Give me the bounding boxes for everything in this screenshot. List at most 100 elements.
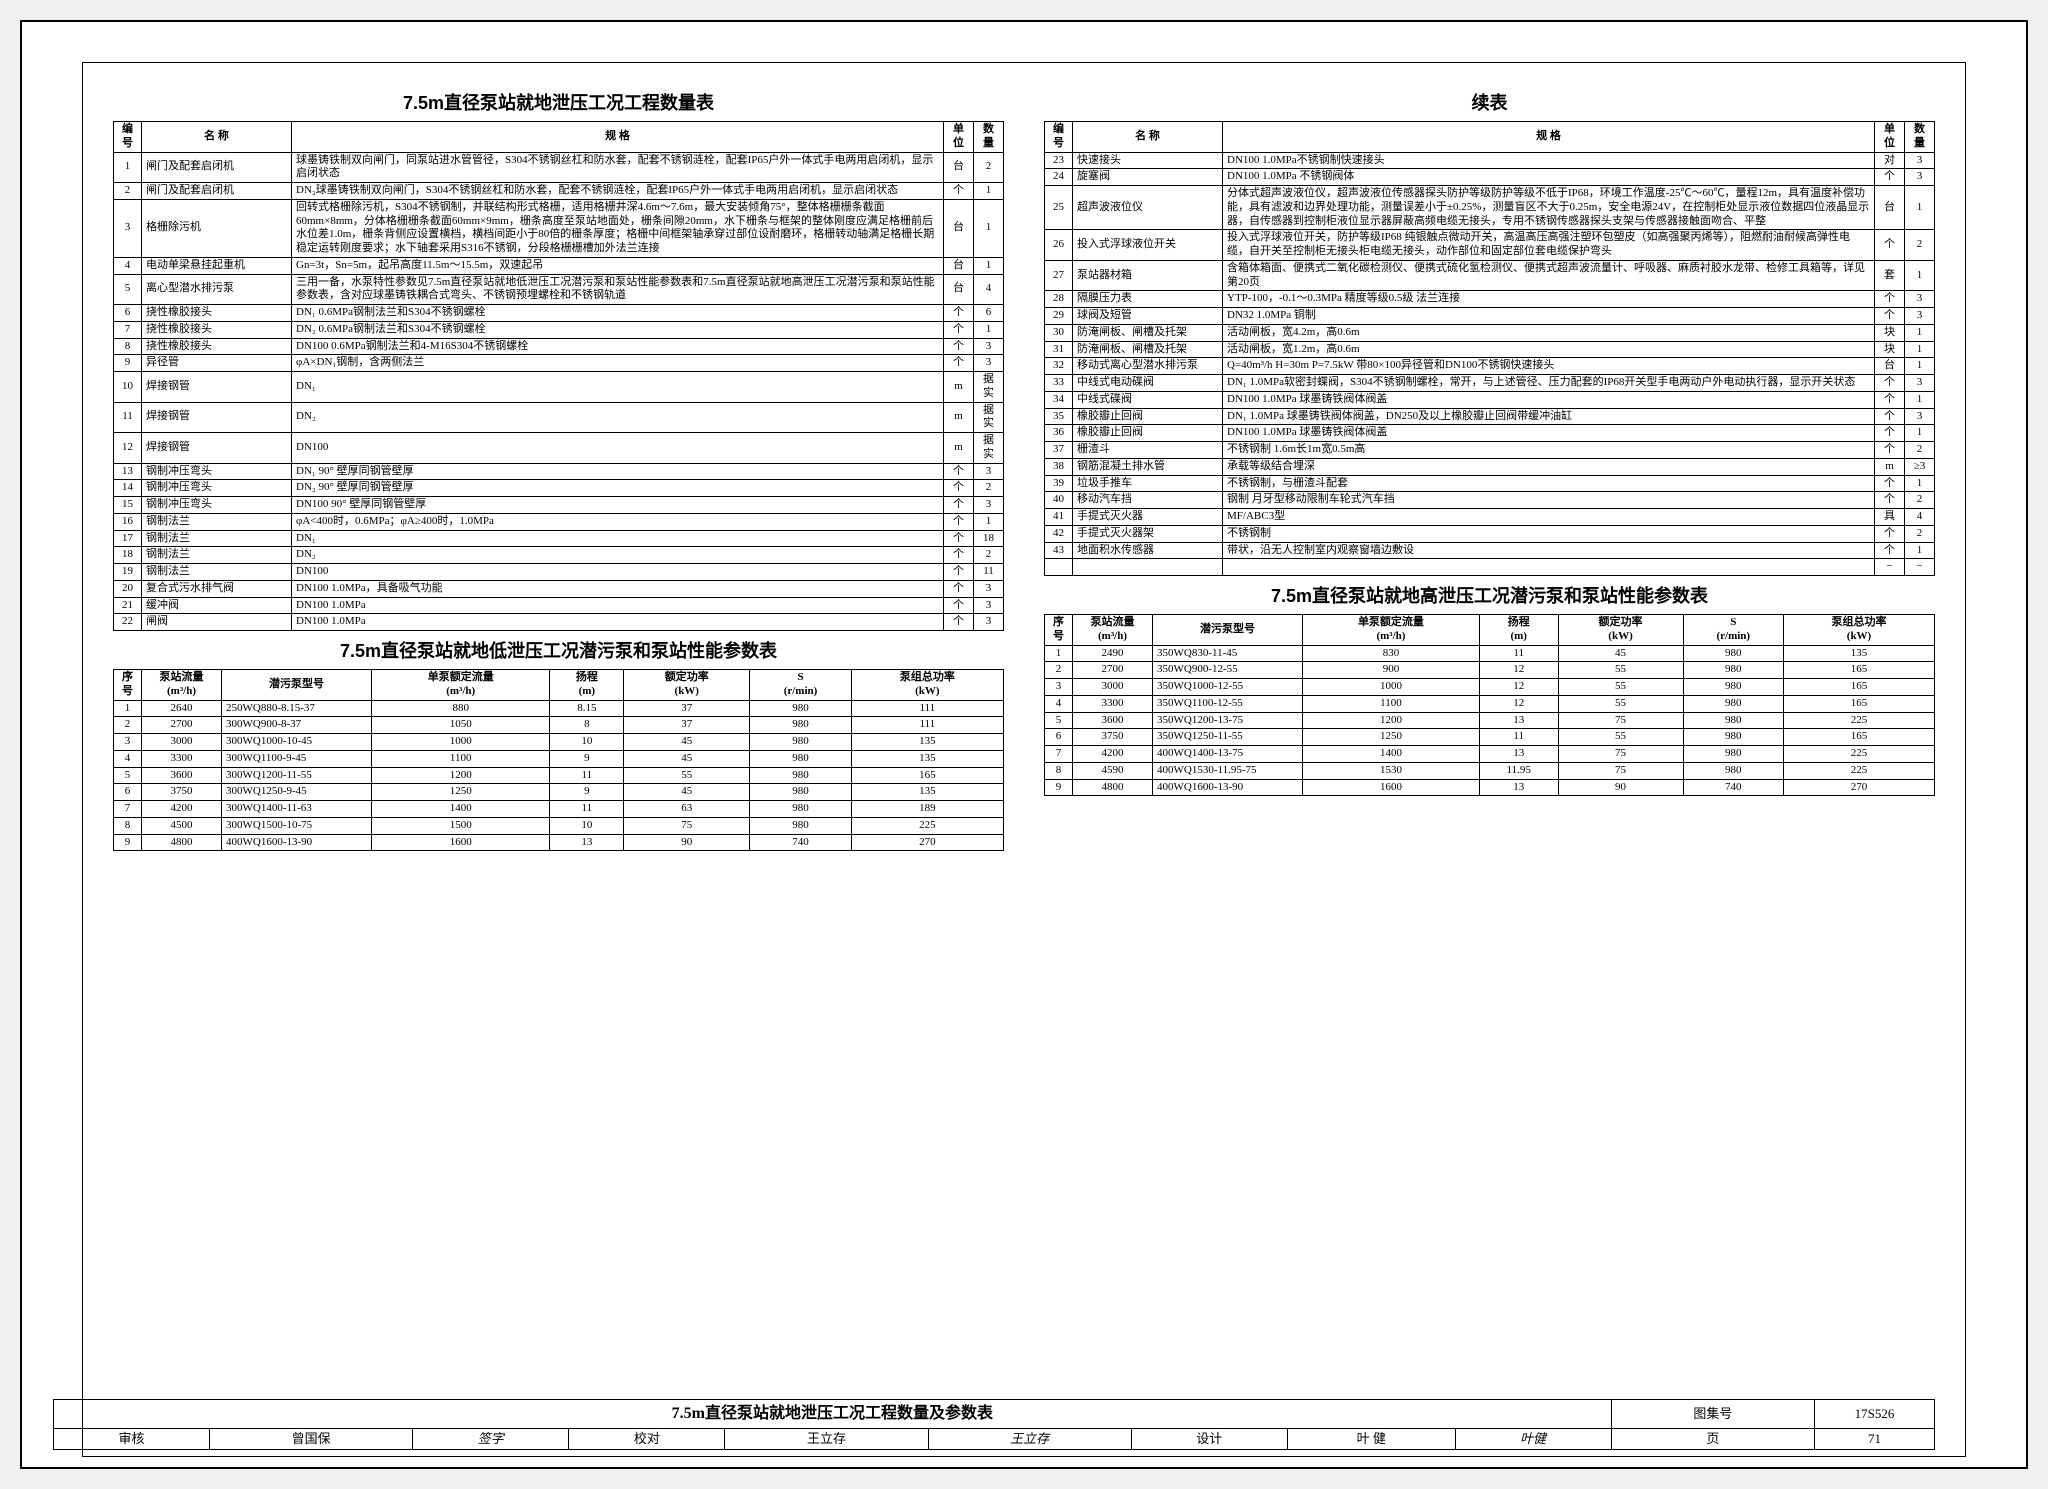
cell: 格栅除污机 xyxy=(142,199,292,257)
cell: 16 xyxy=(114,513,142,530)
cell: 1 xyxy=(974,321,1004,338)
col-header: 单泵额定流量(m³/h) xyxy=(1303,615,1480,646)
cell: 40 xyxy=(1045,492,1073,509)
table-row: 37栅渣斗不锈钢制 1.6m长1m宽0.5m高个2 xyxy=(1045,442,1935,459)
footer-page_no: 71 xyxy=(1815,1428,1935,1449)
cell: 个 xyxy=(944,321,974,338)
cell: 台 xyxy=(944,199,974,257)
atlas-label: 图集号 xyxy=(1611,1399,1814,1428)
col-header: 潜污泵型号 xyxy=(222,670,372,701)
cell: 20 xyxy=(114,580,142,597)
cell: 980 xyxy=(750,750,851,767)
cell: 42 xyxy=(1045,525,1073,542)
cell: DN₂ 90° 壁厚同钢管壁厚 xyxy=(292,480,944,497)
cell: 63 xyxy=(624,801,750,818)
cell: 钢制法兰 xyxy=(142,564,292,581)
cell: 350WQ1000-12-55 xyxy=(1153,679,1303,696)
cell: 45 xyxy=(624,734,750,751)
cell: 不锈钢制 1.6m长1m宽0.5m高 xyxy=(1223,442,1875,459)
cell: 35 xyxy=(1045,408,1073,425)
table-row: 22700300WQ900-8-371050837980111 xyxy=(114,717,1004,734)
cell: 1 xyxy=(114,700,142,717)
cell: 1 xyxy=(974,183,1004,200)
cell: 个 xyxy=(944,530,974,547)
cell: 980 xyxy=(1683,645,1783,662)
cell: 3 xyxy=(974,614,1004,631)
cell: 3 xyxy=(974,463,1004,480)
cell: 3600 xyxy=(1073,712,1153,729)
col-header: 潜污泵型号 xyxy=(1153,615,1303,646)
cell: 球墨铸铁制双向闸门，同泵站进水管管径，S304不锈钢丝杠和防水套，配套不锈钢涟栓… xyxy=(292,152,944,183)
footer-sig2: 王立存 xyxy=(928,1428,1131,1449)
cell: 350WQ900-12-55 xyxy=(1153,662,1303,679)
cell: 个 xyxy=(1875,492,1905,509)
qty-table-right: 编号名 称规 格单位数量 23快速接头DN100 1.0MPa不锈钢制快速接头对… xyxy=(1044,121,1935,576)
cell: 3000 xyxy=(142,734,222,751)
cell: 3 xyxy=(974,497,1004,514)
table-row: 20复合式污水排气阀DN100 1.0MPa，具备吸气功能个3 xyxy=(114,580,1004,597)
cell: 块 xyxy=(1875,341,1905,358)
table-row: 36橡胶瓣止回阀DN100 1.0MPa 球墨铸铁阀体阀盖个1 xyxy=(1045,425,1935,442)
cell: 45 xyxy=(1558,645,1683,662)
cell: 13 xyxy=(1479,712,1558,729)
table-row: 31防淹闸板、闸槽及托架活动闸板，宽1.2m，高0.6m块1 xyxy=(1045,341,1935,358)
cell: 300WQ1200-11-55 xyxy=(222,767,372,784)
cell: 400WQ1600-13-90 xyxy=(1153,779,1303,796)
cell: 75 xyxy=(624,817,750,834)
cell: 1 xyxy=(1905,542,1935,559)
cell: DN100 1.0MPa 球墨铸铁阀体阀盖 xyxy=(1223,391,1875,408)
cell: 1 xyxy=(1905,341,1935,358)
cell: 钢筋混凝土排水管 xyxy=(1073,458,1223,475)
cell: 据实 xyxy=(974,433,1004,464)
cell: 套 xyxy=(1875,260,1905,291)
cell: 4 xyxy=(1045,695,1073,712)
cell: 165 xyxy=(1784,662,1935,679)
cell: 4200 xyxy=(142,801,222,818)
sheet-title: 7.5m直径泵站就地泄压工况工程数量及参数表 xyxy=(54,1399,1612,1428)
cell: − xyxy=(1905,559,1935,576)
cell: 3 xyxy=(1905,152,1935,169)
col-header: 泵站流量(m³/h) xyxy=(142,670,222,701)
cell: 1400 xyxy=(372,801,550,818)
cell: 防淹闸板、闸槽及托架 xyxy=(1073,341,1223,358)
cell: 4590 xyxy=(1073,762,1153,779)
cell: 3 xyxy=(1905,408,1935,425)
table-row: 74200400WQ1400-13-7514001375980225 xyxy=(1045,746,1935,763)
cell: 270 xyxy=(1784,779,1935,796)
cell: 90 xyxy=(624,834,750,851)
title-block: 7.5m直径泵站就地泄压工况工程数量及参数表图集号17S526审核曾国保签字校对… xyxy=(53,1399,1935,1450)
table-row: 43300300WQ1100-9-451100945980135 xyxy=(114,750,1004,767)
qty-title-right: 续表 xyxy=(1044,89,1935,115)
cell: 钢制冲压弯头 xyxy=(142,463,292,480)
cell: 个 xyxy=(1875,475,1905,492)
cell: DN100 1.0MPa xyxy=(292,597,944,614)
cell: 980 xyxy=(1683,746,1783,763)
table-row: 28隔膜压力表YTP-100，-0.1～0.3MPa 精度等级0.5级 法兰连接… xyxy=(1045,291,1935,308)
cell: 18 xyxy=(974,530,1004,547)
cell: 1 xyxy=(1905,186,1935,230)
cell: DN₂球墨铸铁制双向闸门，S304不锈钢丝杠和防水套，配套不锈钢涟栓，配套IP6… xyxy=(292,183,944,200)
cell: 1 xyxy=(974,513,1004,530)
col-header: 扬程(m) xyxy=(1479,615,1558,646)
cell: 7 xyxy=(114,321,142,338)
cell: φA×DN₁钢制，含两侧法兰 xyxy=(292,355,944,372)
cell: 个 xyxy=(944,564,974,581)
cell: 2700 xyxy=(1073,662,1153,679)
table-row: 42手提式灭火器架不锈钢制个2 xyxy=(1045,525,1935,542)
cell: 90 xyxy=(1558,779,1683,796)
cell: 中线式电动碟阀 xyxy=(1073,375,1223,392)
cell: 闸门及配套启闭机 xyxy=(142,152,292,183)
cell: DN100 0.6MPa钢制法兰和4-M16S304不锈钢螺栓 xyxy=(292,338,944,355)
cell: 830 xyxy=(1303,645,1480,662)
cell: 37 xyxy=(1045,442,1073,459)
cell: 12 xyxy=(1479,679,1558,696)
cell: 165 xyxy=(1784,729,1935,746)
cell: 300WQ1400-11-63 xyxy=(222,801,372,818)
cell: 1 xyxy=(1045,645,1073,662)
table-row: 34中线式碟阀DN100 1.0MPa 球墨铸铁阀体阀盖个1 xyxy=(1045,391,1935,408)
cell: 135 xyxy=(1784,645,1935,662)
cell: 移动式离心型潜水排污泵 xyxy=(1073,358,1223,375)
cell: 45 xyxy=(624,750,750,767)
table-row: 9异径管φA×DN₁钢制，含两侧法兰个3 xyxy=(114,355,1004,372)
table-row: 33中线式电动碟阀DN₁ 1.0MPa软密封蝶阀，S304不锈钢制螺栓，常开，与… xyxy=(1045,375,1935,392)
